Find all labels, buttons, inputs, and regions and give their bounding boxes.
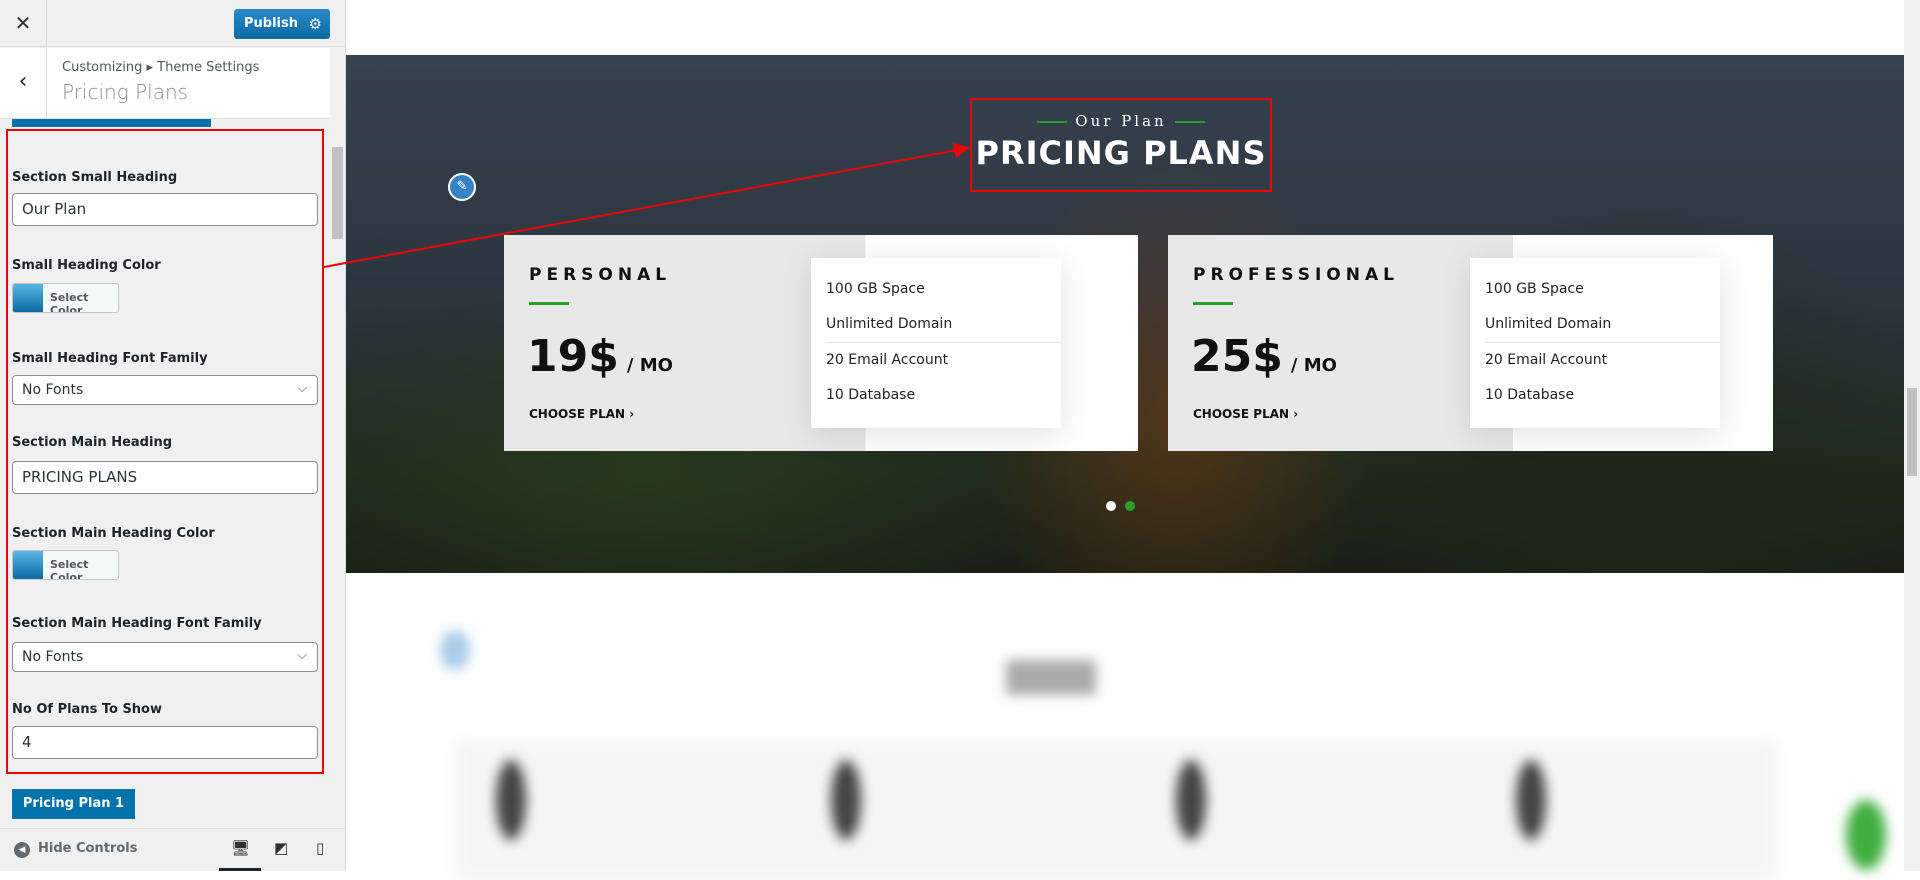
select-value: No Fonts [22,649,84,665]
hide-controls-label: Hide Controls [38,841,138,856]
main-color-label: Section Main Heading Color [12,526,215,541]
section-header: ‹ Customizing ▸ Theme Settings Pricing P… [0,48,330,119]
plans-count-input[interactable]: 4 [12,726,318,759]
small-font-label: Small Heading Font Family [12,351,208,366]
select-color-label: Select Color [50,291,89,313]
select-value: No Fonts [22,382,84,398]
feature-item: 100 GB Space [1485,281,1584,297]
decor-line [1037,121,1068,123]
arrow-line [323,142,970,268]
feature-list: 100 GB Space Unlimited Domain 20 Email A… [811,258,1061,428]
close-icon[interactable]: ✕ [0,0,47,47]
color-swatch [13,551,43,579]
choose-plan-link[interactable]: CHOOSE PLAN › [529,407,635,421]
small-heading-label: Section Small Heading [12,170,178,185]
blurred-product-image [496,760,526,840]
color-swatch [13,284,43,312]
main-heading-color-picker[interactable]: Select Color [12,550,119,580]
blurred-edit-icon [440,630,470,670]
pricing-section: ✎ Our Plan PRICING PLANS PERSONAL 19$ / M… [346,55,1904,573]
carousel-dot-active[interactable] [1125,501,1135,511]
mobile-preview-icon[interactable]: ▯ [316,839,325,857]
feature-item: 10 Database [826,387,916,403]
small-heading-text: Our Plan [1075,112,1167,130]
blurred-products [456,740,1776,880]
back-chevron-icon[interactable]: ‹ [0,48,47,119]
main-heading-input[interactable]: PRICING PLANS [12,461,318,494]
chat-button[interactable] [1846,800,1886,870]
feature-item: 100 GB Space [826,281,925,297]
blurred-heading [1006,660,1096,695]
plan-price: 19$ / MO [527,331,673,382]
divider [1485,342,1720,343]
panel-title: Pricing Plans [62,80,189,104]
feature-item: Unlimited Domain [1485,316,1612,332]
price-value: 25$ [1191,331,1283,382]
carousel-dot[interactable] [1106,501,1116,511]
small-heading-input[interactable]: Our Plan [12,193,318,226]
plans-count-label: No Of Plans To Show [12,702,163,717]
main-font-select[interactable]: No Fonts ⌵ [12,642,318,672]
publish-button[interactable]: Publish ⚙ [234,9,330,39]
feature-item: 20 Email Account [826,352,949,368]
breadcrumb: Customizing ▸ Theme Settings [62,60,260,75]
select-color-label: Select Color [50,558,89,580]
feature-item: Unlimited Domain [826,316,953,332]
preview-scrollbar[interactable] [1904,0,1920,871]
chevron-down-icon: ⌵ [297,381,307,396]
feature-item: 10 Database [1485,387,1575,403]
edit-pencil-icon[interactable]: ✎ [448,173,476,201]
active-device-indicator [219,868,261,871]
plan-name: PERSONAL [529,265,672,285]
desktop-preview-icon[interactable]: 🖥 [231,839,251,857]
plan-name: PROFESSIONAL [1193,265,1399,285]
small-heading-color-picker[interactable]: Select Color [12,283,119,313]
collapse-icon: ◀ [14,842,30,858]
scrollbar-thumb[interactable] [332,147,343,239]
tablet-preview-icon[interactable]: ◩ [274,839,289,857]
small-font-select[interactable]: No Fonts ⌵ [12,375,318,405]
price-period: / MO [1290,355,1337,376]
price-value: 19$ [527,331,619,382]
customizer-header: ✕ Publish ⚙ [0,0,346,47]
small-heading: Our Plan [972,112,1270,130]
main-heading: PRICING PLANS [975,134,1267,172]
blurred-product-image [1176,760,1206,840]
feature-list: 100 GB Space Unlimited Domain 20 Email A… [1470,258,1720,428]
decor-line [1174,121,1205,123]
plan-card-personal: PERSONAL 19$ / MO CHOOSE PLAN › 100 GB Sp… [504,235,1138,451]
publish-label: Publish [244,16,298,31]
accent-line [1193,302,1233,305]
previous-button-stub[interactable] [12,119,211,127]
blurred-product-image [831,760,861,840]
feature-item: 20 Email Account [1485,352,1608,368]
hide-controls-button[interactable]: ◀ Hide Controls [14,841,137,858]
customizer-footer: ◀ Hide Controls 🖥 ◩ ▯ [0,828,346,871]
main-heading-label: Section Main Heading [12,435,173,450]
divider [826,342,1061,343]
accent-line [529,302,569,305]
blurred-product-image [1516,760,1546,840]
gear-icon[interactable]: ⚙ [308,15,322,33]
plan-price: 25$ / MO [1191,331,1337,382]
scrollbar-thumb[interactable] [1907,388,1917,476]
plan-card-professional: PROFESSIONAL 25$ / MO CHOOSE PLAN › 100 G… [1168,235,1773,451]
price-period: / MO [626,355,673,376]
pricing-plan-1-button[interactable]: Pricing Plan 1 [12,789,135,819]
highlight-box [6,129,324,774]
section-heading: Our Plan PRICING PLANS [970,98,1272,192]
small-color-label: Small Heading Color [12,258,161,273]
chevron-down-icon: ⌵ [297,648,307,663]
customizer-sidebar: ✕ Publish ⚙ ‹ Customizing ▸ Theme Setting… [0,0,346,871]
sidebar-scrollbar[interactable] [330,119,346,828]
main-font-label: Section Main Heading Font Family [12,616,262,631]
site-preview: ✎ Our Plan PRICING PLANS PERSONAL 19$ / M… [346,0,1904,880]
choose-plan-link[interactable]: CHOOSE PLAN › [1193,407,1299,421]
